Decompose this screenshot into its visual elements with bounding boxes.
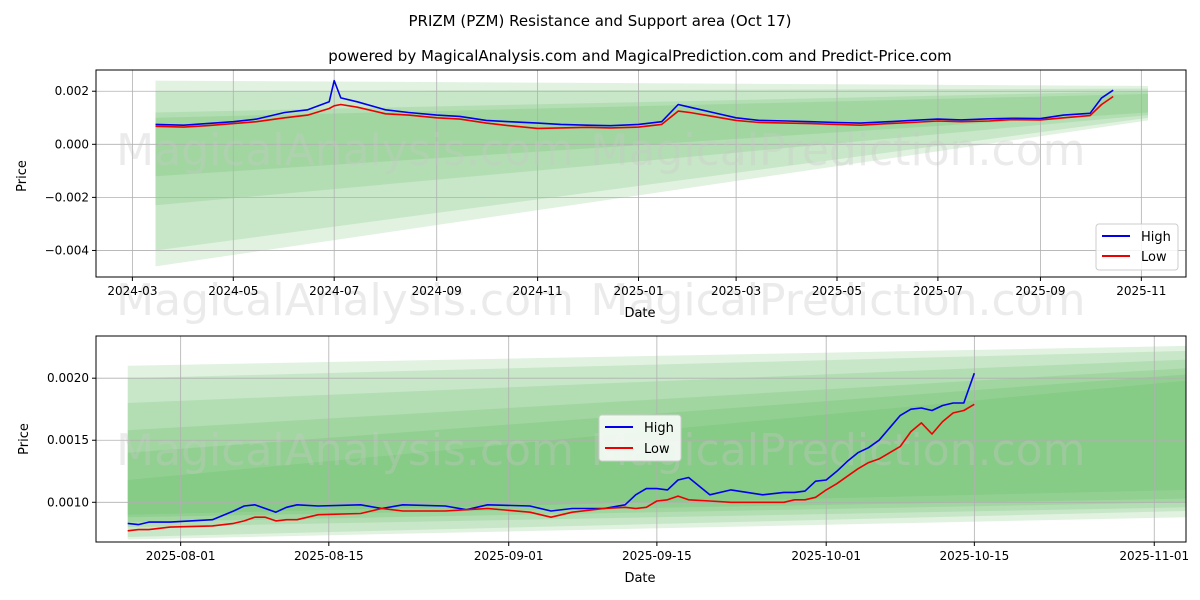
top-x-tick-label-9: 2025-09 [1015, 284, 1065, 298]
bottom-legend: High Low [598, 414, 682, 462]
top-watermark-left: MagicalAnalysis.com [116, 125, 574, 176]
top-y-tick-label-2: −0.002 [45, 190, 89, 204]
chart-subtitle: powered by MagicalAnalysis.com and Magic… [328, 47, 952, 65]
top-plot-frame [95, 69, 1187, 278]
bottom-price-panel: MagicalAnalysis.com MagicalPrediction.co… [17, 335, 1189, 586]
top-watermark-right: MagicalPrediction.com [591, 125, 1086, 176]
top-x-axis-ticks: 2024-03 2024-05 2024-07 2024-09 2024-11 2025-… [107, 277, 1166, 298]
bottom-x-axis-ticks: 2025-08-01 2025-08-15 2025-09-01 2025-09-15… [146, 542, 1189, 563]
top-x-tick-label-2: 2024-07 [309, 284, 359, 298]
top-series-high-line [155, 79, 1114, 127]
top-y-tick-label-3: −0.004 [45, 243, 89, 257]
top-x-tick-label-8: 2025-07 [913, 284, 963, 298]
bottom-series-low-line [127, 403, 975, 532]
bottom-x-tick-label-2: 2025-09-01 [474, 549, 544, 563]
top-legend-low-label: Low [1141, 250, 1167, 265]
top-y-tick-label-0: 0.002 [55, 84, 89, 98]
bottom-legend-low-label: Low [644, 442, 670, 457]
bottom-y-tick-label-1: 0.0015 [47, 433, 89, 447]
bottom-x-axis-label: Date [624, 571, 655, 586]
top-x-tick-label-1: 2024-05 [208, 284, 258, 298]
top-watermark-right-2: MagicalPrediction.com [591, 275, 1086, 326]
bottom-y-axis-ticks: 0.0010 0.0015 0.0020 [47, 371, 96, 509]
bottom-plot-frame [95, 335, 1187, 543]
top-legend-high-label: High [1141, 230, 1171, 245]
bottom-y-axis-label: Price [17, 423, 32, 455]
top-legend: High Low [1095, 223, 1179, 271]
top-x-tick-label-4: 2024-11 [513, 284, 563, 298]
bottom-series-high-line [127, 372, 976, 526]
top-x-tick-label-6: 2025-03 [711, 284, 761, 298]
bottom-x-tick-label-1: 2025-08-15 [294, 549, 364, 563]
top-x-tick-label-3: 2024-09 [412, 284, 462, 298]
top-band-2 [155, 91, 1148, 206]
top-watermark-left-2: MagicalAnalysis.com [116, 275, 574, 326]
top-gridlines [96, 70, 1186, 277]
bottom-y-tick-label-2: 0.0020 [47, 371, 89, 385]
bottom-x-tick-label-3: 2025-09-15 [622, 549, 692, 563]
top-band-1 [155, 88, 1148, 251]
bottom-x-tick-label-4: 2025-10-01 [791, 549, 861, 563]
bottom-legend-high-label: High [644, 421, 674, 436]
bottom-x-tick-label-5: 2025-10-15 [939, 549, 1009, 563]
bottom-watermark-left: MagicalAnalysis.com [116, 425, 574, 476]
top-y-axis-label: Price [15, 160, 30, 192]
top-x-tick-label-10: 2025-11 [1116, 284, 1166, 298]
top-x-tick-label-0: 2024-03 [107, 284, 157, 298]
top-band-0 [155, 80, 1148, 267]
top-x-tick-label-7: 2025-05 [812, 284, 862, 298]
top-price-panel: MagicalAnalysis.com MagicalPrediction.co… [15, 69, 1187, 326]
bottom-price-series [127, 372, 976, 532]
top-series-low-line [155, 95, 1114, 130]
top-y-axis-ticks: 0.002 0.000 −0.002 −0.004 [45, 84, 96, 257]
bottom-x-tick-label-0: 2025-08-01 [146, 549, 216, 563]
top-y-tick-label-1: 0.000 [55, 137, 89, 151]
top-price-series [155, 79, 1114, 130]
bottom-x-tick-label-6: 2025-11-01 [1119, 549, 1189, 563]
bottom-y-tick-label-0: 0.0010 [47, 495, 89, 509]
top-x-axis-label: Date [624, 306, 655, 321]
chart-title: PRIZM (PZM) Resistance and Support area … [409, 12, 792, 30]
top-x-tick-label-5: 2025-01 [613, 284, 663, 298]
